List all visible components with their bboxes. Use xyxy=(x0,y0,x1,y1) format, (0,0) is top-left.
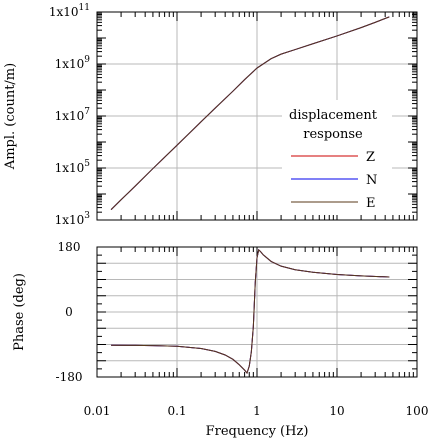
tick-label-base: 1x10 xyxy=(55,161,85,175)
tick-label-base: 1x10 xyxy=(55,57,85,71)
amplitude-y-axis-title: Ampl. (count/m) xyxy=(3,63,18,170)
phase-x-axis-title: Frequency (Hz) xyxy=(206,424,309,439)
amplitude-series-lines xyxy=(110,16,390,211)
phase-x-tick-label: 100 xyxy=(406,404,429,418)
tick-label-exponent: 9 xyxy=(84,55,90,65)
phase-x-tick-labels: 0.01 0.1 1 10 100 xyxy=(84,404,429,418)
legend: displacement response ZNE xyxy=(282,100,392,215)
tick-label-base: 1x10 xyxy=(55,213,85,227)
phase-x-tick-label: 1 xyxy=(253,404,261,418)
tick-label-exponent: 7 xyxy=(84,107,90,117)
phase-series-line-z xyxy=(111,248,390,375)
amplitude-series-line-e xyxy=(110,16,390,211)
amplitude-y-tick-label: 1x105 xyxy=(55,159,91,175)
phase-y-tick-label: 180 xyxy=(58,240,81,254)
phase-y-tick-labels: 180 0 -180 xyxy=(56,240,83,384)
phase-series-line-n xyxy=(111,248,390,375)
phase-plot-frame xyxy=(96,246,418,378)
tick-label-base: 1x10 xyxy=(55,109,85,123)
phase-y-tick-label: -180 xyxy=(56,370,83,384)
legend-title-line2: response xyxy=(303,127,363,142)
tick-label-base: 1x10 xyxy=(49,5,79,19)
legend-label-z: Z xyxy=(366,150,375,165)
tick-label-exponent: 3 xyxy=(84,211,90,221)
legend-entries: ZNE xyxy=(291,150,377,211)
phase-y-axis-title: Phase (deg) xyxy=(12,273,27,351)
tick-label-exponent: 11 xyxy=(79,3,90,13)
phase-series-line-e xyxy=(111,248,390,375)
amplitude-y-tick-label: 1x103 xyxy=(55,211,91,227)
amplitude-y-tick-label: 1x1011 xyxy=(49,3,90,19)
amplitude-y-tick-label: 1x109 xyxy=(55,55,91,71)
legend-label-e: E xyxy=(366,196,376,211)
amplitude-y-tick-label: 1x107 xyxy=(55,107,91,123)
tick-label-exponent: 5 xyxy=(84,159,90,169)
phase-grid xyxy=(97,247,417,377)
phase-y-tick-label: 0 xyxy=(65,305,73,319)
phase-series-lines xyxy=(111,248,390,375)
legend-background xyxy=(282,100,392,215)
phase-x-tick-label: 10 xyxy=(329,404,344,418)
phase-panel: 180 0 -180 0.01 0.1 1 10 100 Phase (deg) Frequ… xyxy=(12,240,428,439)
phase-x-tick-label: 0.1 xyxy=(167,404,186,418)
phase-x-tick-label: 0.01 xyxy=(84,404,111,418)
legend-title-line1: displacement xyxy=(289,108,378,123)
amplitude-plot-frame xyxy=(96,11,418,221)
legend-label-n: N xyxy=(366,173,377,188)
